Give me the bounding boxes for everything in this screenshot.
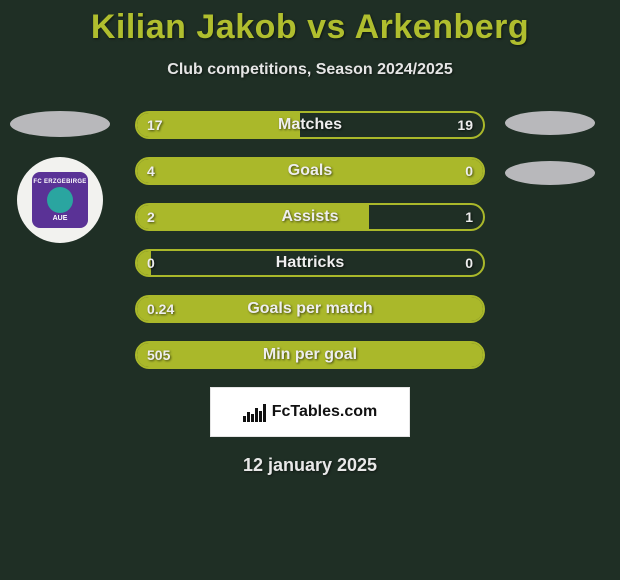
player-right-placeholder-icon bbox=[505, 111, 595, 135]
stat-bar-label: Min per goal bbox=[263, 346, 357, 364]
brand-signal-icon bbox=[243, 402, 266, 422]
stat-bar-label: Assists bbox=[282, 208, 339, 226]
player-left-placeholder-icon bbox=[10, 111, 110, 137]
club-badge-left: FC ERZGEBIRGE AUE bbox=[17, 157, 103, 243]
stat-bar-left-value: 0 bbox=[147, 255, 155, 271]
left-player-column: FC ERZGEBIRGE AUE bbox=[10, 111, 110, 243]
stat-bar-right-value: 1 bbox=[465, 209, 473, 225]
page-title: Kilian Jakob vs Arkenberg bbox=[0, 0, 620, 47]
stat-bar-row: Goals per match 0.24 bbox=[135, 295, 485, 323]
club-crest-circle-icon bbox=[47, 187, 73, 213]
stat-bar-row: Assists 2 1 bbox=[135, 203, 485, 231]
club-right-placeholder-icon bbox=[505, 161, 595, 185]
stat-bar-right-value: 19 bbox=[457, 117, 473, 133]
stat-bar-right-value: 0 bbox=[465, 163, 473, 179]
club-crest-bottom-text: AUE bbox=[53, 215, 68, 222]
stat-bar-right-value: 0 bbox=[465, 255, 473, 271]
stat-bar-left-value: 0.24 bbox=[147, 301, 174, 317]
stat-bar-row: Matches 17 19 bbox=[135, 111, 485, 139]
club-crest-icon: FC ERZGEBIRGE AUE bbox=[32, 172, 88, 228]
stat-bar-left-value: 2 bbox=[147, 209, 155, 225]
stat-bar-label: Hattricks bbox=[276, 254, 344, 272]
right-player-column bbox=[480, 111, 620, 211]
subtitle: Club competitions, Season 2024/2025 bbox=[0, 61, 620, 79]
stat-bars: Matches1719Goals40Assists21Hattricks00Go… bbox=[135, 111, 485, 369]
stat-bar-left-value: 17 bbox=[147, 117, 163, 133]
stat-bar-row: Hattricks 0 0 bbox=[135, 249, 485, 277]
stat-bar-label: Goals per match bbox=[247, 300, 372, 318]
brand-text: FcTables.com bbox=[272, 403, 378, 421]
stat-bar-row: Goals 4 0 bbox=[135, 157, 485, 185]
club-crest-top-text: FC ERZGEBIRGE bbox=[33, 179, 86, 185]
date-text: 12 january 2025 bbox=[0, 455, 620, 476]
stat-bar-label: Goals bbox=[288, 162, 332, 180]
brand-box[interactable]: FcTables.com bbox=[210, 387, 410, 437]
comparison-panel: FC ERZGEBIRGE AUE Matches 17 19 Goals 4 0 Assi… bbox=[0, 111, 620, 369]
stat-bar-left-value: 505 bbox=[147, 347, 170, 363]
stat-bar-row: Min per goal 505 bbox=[135, 341, 485, 369]
stat-bar-label: Matches bbox=[278, 116, 342, 134]
stat-bar-left-value: 4 bbox=[147, 163, 155, 179]
